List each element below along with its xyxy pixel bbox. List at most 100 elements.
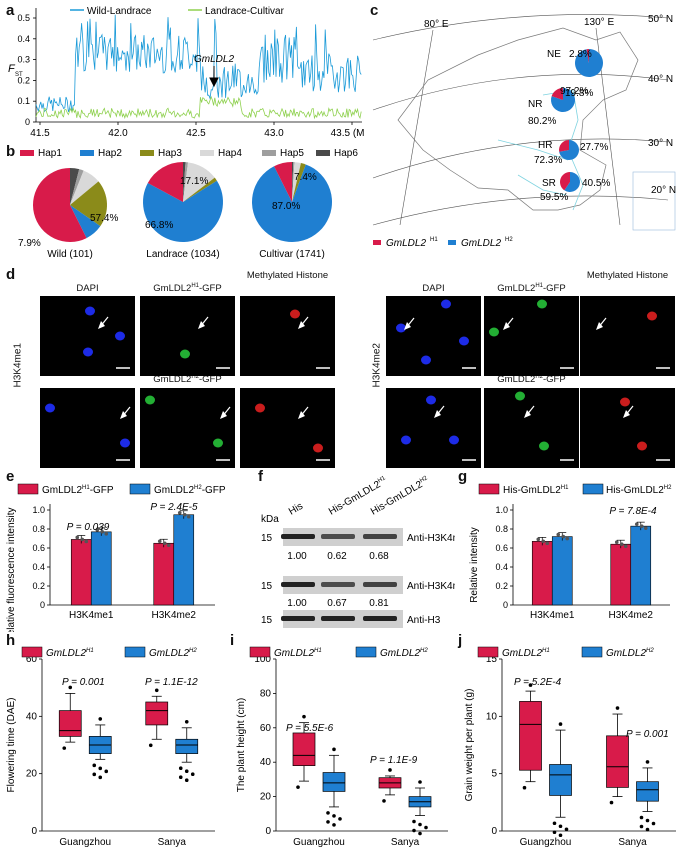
hap-legend-label: Hap2 xyxy=(98,148,122,159)
outlier xyxy=(558,833,563,838)
outlier xyxy=(522,785,527,790)
nucleus xyxy=(115,331,125,341)
ytick: 0 xyxy=(491,826,497,837)
pie-0-slice-1 xyxy=(70,169,84,205)
region-hr-h2: 72.3% xyxy=(534,155,562,166)
outlier xyxy=(178,775,183,779)
bar-point xyxy=(639,524,644,528)
d-right-dapi-label: DAPI xyxy=(422,283,445,294)
ytick: 5 xyxy=(491,769,497,780)
ytick: 80 xyxy=(260,688,272,699)
outlier xyxy=(326,811,330,815)
box xyxy=(606,735,629,788)
e-legend-h1: GmLDL2H1-GFP xyxy=(42,485,114,496)
hap-legend-swatch xyxy=(140,150,154,156)
nucleus xyxy=(180,349,190,359)
ytick: 20 xyxy=(260,792,272,803)
nucleus xyxy=(426,395,436,405)
bar xyxy=(90,531,112,606)
box-legend-h2: GmLDL2H2 xyxy=(149,648,197,659)
blot-band xyxy=(321,616,355,621)
bar xyxy=(153,542,175,606)
region-ne-h2: 97.2% xyxy=(560,86,588,97)
panel-i-box-plot: The plant height (cm) 0 20 40 60 80 100 Guangz… xyxy=(236,646,448,848)
panel-c-map: 80° E 130° E 50° N 40° N 30° N 20° N NE 2.8% 97… xyxy=(372,14,676,249)
map-pie-0-slice-0 xyxy=(575,49,603,78)
box xyxy=(175,738,199,754)
nucleus xyxy=(145,395,155,405)
pie-2-slice-0 xyxy=(292,162,294,202)
hap-legend-label: Hap3 xyxy=(158,148,182,159)
hap-legend-swatch xyxy=(80,150,94,156)
ytick: 1.0 xyxy=(495,505,508,515)
bar-category: H3K4me2 xyxy=(609,610,654,621)
outlier xyxy=(412,828,416,833)
bar xyxy=(70,539,92,606)
a-xtick: 42.5 xyxy=(186,128,206,139)
legend-wild-landrace: Wild-Landrace xyxy=(87,6,152,17)
bar-point xyxy=(643,526,648,530)
pointer-arrow-head xyxy=(220,411,227,419)
pointer-arrow-head xyxy=(623,410,630,418)
f-val2: 0.81 xyxy=(369,598,389,609)
pointer-arrow-head xyxy=(198,321,205,329)
pointer-arrow-head xyxy=(298,411,305,419)
region-sr-h2: 59.5% xyxy=(540,192,568,203)
d-right-meth-label: Methylated Histone xyxy=(586,270,669,281)
box xyxy=(549,764,572,796)
pointer-arrow-head xyxy=(503,322,510,330)
pointer-arrow-head xyxy=(596,322,603,330)
f-kda: kDa xyxy=(261,514,279,525)
blot-band xyxy=(281,616,315,621)
outlier xyxy=(296,785,300,789)
outlier xyxy=(184,769,189,773)
ytick: 1.0 xyxy=(32,505,45,515)
lon-label: 80° E xyxy=(424,19,449,30)
outlier xyxy=(528,683,533,687)
f-val2: 1.00 xyxy=(287,598,307,609)
hap-legend-label: Hap4 xyxy=(218,148,242,159)
f-val1: 1.00 xyxy=(287,551,307,562)
fst-ylabel-sub: ST xyxy=(15,72,23,78)
f-val1: 0.68 xyxy=(369,551,389,562)
panel-letter-f: f xyxy=(258,468,263,485)
panel-b-pies: Hap1 Hap2 Hap3 Hap4 Hap5 Hap6 Wild (101) Landr… xyxy=(18,148,358,260)
box-category: Sanya xyxy=(618,837,647,848)
outlier xyxy=(388,768,392,772)
outlier xyxy=(424,825,428,830)
lon-label: 130° E xyxy=(584,17,614,28)
pie-0-slice-0 xyxy=(70,168,80,205)
blot-band xyxy=(281,582,315,587)
pointer-arrow-head xyxy=(120,411,127,419)
nucleus xyxy=(515,391,525,401)
outlier xyxy=(418,780,422,784)
g-legend-h1: His-GmLDL2H1 xyxy=(503,485,569,496)
ytick: 0.8 xyxy=(495,524,508,534)
region-hr: HR xyxy=(538,140,552,151)
bar-point xyxy=(182,512,187,517)
d-left-dapi-label: DAPI xyxy=(76,283,99,294)
pointer-arrow-head xyxy=(98,321,105,329)
box-legend-h1: GmLDL2H1 xyxy=(274,648,322,659)
outlier xyxy=(338,817,342,821)
bar-category: H3K4me2 xyxy=(152,610,197,621)
d-left-h1-label: GmLDL2H1-GFP xyxy=(153,283,222,295)
blot-band xyxy=(363,582,397,587)
box xyxy=(145,701,169,726)
a-ytick: 0.4 xyxy=(17,34,30,44)
bar xyxy=(173,514,195,606)
d-left-h2-label: GmLDL2H2-GFP xyxy=(153,374,222,386)
pie-label: Wild (101) xyxy=(47,249,93,260)
a-ytick: 0 xyxy=(25,117,30,127)
pie-pct: 7.9% xyxy=(18,238,41,249)
nucleus xyxy=(255,403,265,413)
outlier xyxy=(68,685,73,690)
box-pval: P = 0.001 xyxy=(62,677,105,688)
panel-letter-g: g xyxy=(458,468,468,485)
bar-point xyxy=(556,532,561,537)
box-pval: P = 0.001 xyxy=(626,729,669,740)
outlier xyxy=(104,769,109,774)
fst-ylabel: F xyxy=(8,63,16,75)
map-pie-3-slice-0 xyxy=(564,172,580,192)
pie-0-slice-5 xyxy=(33,168,87,242)
